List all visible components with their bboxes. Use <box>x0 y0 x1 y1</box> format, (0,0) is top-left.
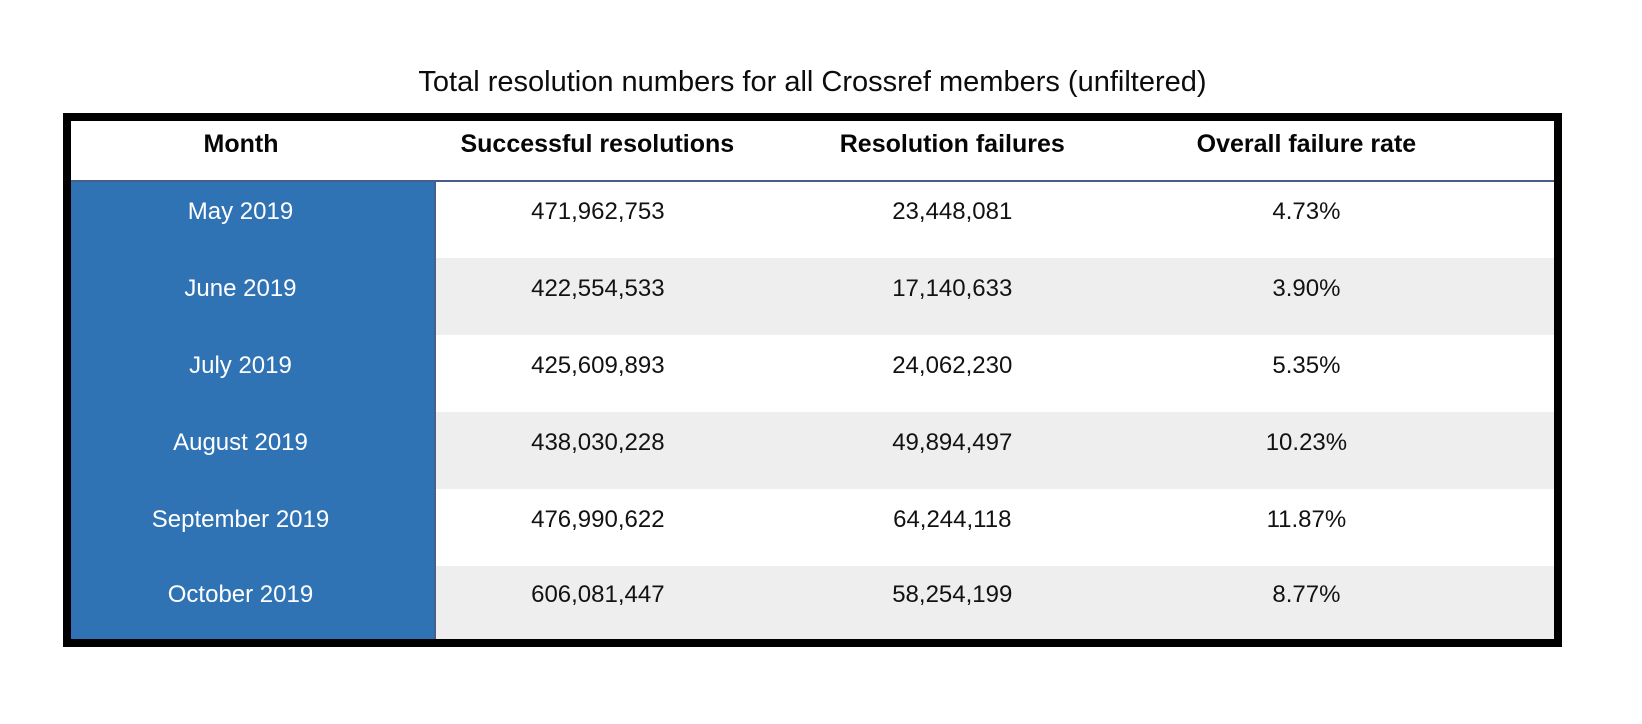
table-row: July 2019 425,609,893 24,062,230 5.35% <box>67 335 1558 412</box>
month-cell: May 2019 <box>67 181 436 258</box>
table-header: Month Successful resolutions Resolution … <box>67 117 1558 182</box>
month-cell: July 2019 <box>67 335 436 412</box>
table-row: August 2019 438,030,228 49,894,497 10.23… <box>67 412 1558 489</box>
month-cell: September 2019 <box>67 489 436 566</box>
page: Total resolution numbers for all Crossre… <box>63 64 1562 647</box>
month-cell: October 2019 <box>67 566 436 643</box>
failures-cell: 58,254,199 <box>759 566 1145 643</box>
successful-cell: 606,081,447 <box>434 566 760 643</box>
failures-cell: 23,448,081 <box>759 181 1145 258</box>
failures-cell: 17,140,633 <box>759 258 1145 335</box>
month-cell: June 2019 <box>67 258 436 335</box>
rate-cell: 8.77% <box>1144 566 1558 643</box>
failures-cell: 49,894,497 <box>759 412 1145 489</box>
successful-cell: 438,030,228 <box>434 412 760 489</box>
rate-cell: 10.23% <box>1144 412 1558 489</box>
column-header-month: Month <box>67 117 435 182</box>
rate-cell: 3.90% <box>1144 258 1558 335</box>
column-header-failures: Resolution failures <box>759 117 1145 182</box>
failures-cell: 24,062,230 <box>759 335 1145 412</box>
table-body: May 2019 471,962,753 23,448,081 4.73% Ju… <box>67 181 1558 643</box>
header-row: Month Successful resolutions Resolution … <box>67 117 1558 182</box>
successful-cell: 425,609,893 <box>434 335 760 412</box>
page-title: Total resolution numbers for all Crossre… <box>418 66 1207 98</box>
table-row: September 2019 476,990,622 64,244,118 11… <box>67 489 1558 566</box>
table-row: June 2019 422,554,533 17,140,633 3.90% <box>67 258 1558 335</box>
month-cell: August 2019 <box>67 412 436 489</box>
table-row: May 2019 471,962,753 23,448,081 4.73% <box>67 181 1558 258</box>
rate-cell: 5.35% <box>1144 335 1558 412</box>
table-row: October 2019 606,081,447 58,254,199 8.77… <box>67 566 1558 643</box>
successful-cell: 476,990,622 <box>434 489 760 566</box>
column-header-successful: Successful resolutions <box>434 117 760 182</box>
rate-cell: 4.73% <box>1144 181 1558 258</box>
successful-cell: 471,962,753 <box>434 181 760 258</box>
rate-cell: 11.87% <box>1144 489 1558 566</box>
successful-cell: 422,554,533 <box>434 258 760 335</box>
failures-cell: 64,244,118 <box>759 489 1145 566</box>
column-header-rate: Overall failure rate <box>1144 117 1558 182</box>
resolution-table: Month Successful resolutions Resolution … <box>63 113 1562 647</box>
